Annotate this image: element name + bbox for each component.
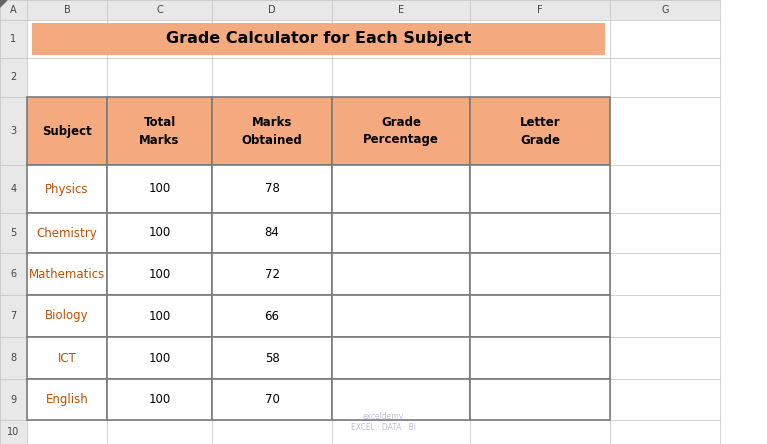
- Bar: [332, 295, 470, 337]
- Bar: [470, 213, 610, 253]
- Text: Grade
Percentage: Grade Percentage: [363, 115, 439, 147]
- Bar: [0, 253, 27, 295]
- Text: Total
Marks: Total Marks: [140, 115, 179, 147]
- Text: 10: 10: [8, 427, 20, 437]
- Bar: [27, 213, 107, 253]
- Text: Physics: Physics: [45, 182, 89, 195]
- Bar: [332, 213, 470, 253]
- Text: 100: 100: [148, 352, 170, 365]
- Text: 84: 84: [265, 226, 279, 239]
- Polygon shape: [0, 0, 7, 7]
- Text: D: D: [268, 5, 276, 15]
- Bar: [107, 379, 212, 420]
- Text: 1: 1: [11, 34, 17, 44]
- Bar: [212, 213, 332, 253]
- Text: Marks
Obtained: Marks Obtained: [242, 115, 302, 147]
- Bar: [470, 97, 610, 165]
- Text: 100: 100: [148, 182, 170, 195]
- Text: English: English: [45, 393, 88, 406]
- Bar: [212, 97, 332, 165]
- Text: 9: 9: [11, 395, 17, 404]
- Bar: [470, 253, 610, 295]
- Text: Mathematics: Mathematics: [29, 267, 105, 281]
- Bar: [0, 20, 27, 58]
- Bar: [212, 337, 332, 379]
- Bar: [332, 379, 470, 420]
- Bar: [0, 97, 27, 165]
- Bar: [32, 23, 605, 55]
- Text: 100: 100: [148, 267, 170, 281]
- Bar: [0, 337, 27, 379]
- Text: 3: 3: [11, 126, 17, 136]
- Text: 100: 100: [148, 226, 170, 239]
- Bar: [0, 420, 27, 444]
- Bar: [332, 165, 470, 213]
- Text: B: B: [64, 5, 71, 15]
- Bar: [107, 213, 212, 253]
- Text: 78: 78: [265, 182, 279, 195]
- Text: 72: 72: [265, 267, 279, 281]
- Bar: [470, 379, 610, 420]
- Bar: [0, 165, 27, 213]
- Bar: [27, 295, 107, 337]
- Text: 4: 4: [11, 184, 17, 194]
- Text: E: E: [398, 5, 404, 15]
- Bar: [212, 253, 332, 295]
- Bar: [107, 337, 212, 379]
- Bar: [470, 295, 610, 337]
- Bar: [332, 337, 470, 379]
- Text: 66: 66: [265, 309, 279, 322]
- Text: Chemistry: Chemistry: [37, 226, 97, 239]
- Bar: [0, 213, 27, 253]
- Text: 2: 2: [11, 72, 17, 83]
- Bar: [107, 97, 212, 165]
- Bar: [27, 97, 107, 165]
- Bar: [470, 337, 610, 379]
- Bar: [470, 165, 610, 213]
- Text: ICT: ICT: [58, 352, 77, 365]
- Bar: [27, 379, 107, 420]
- Text: 5: 5: [11, 228, 17, 238]
- Bar: [0, 379, 27, 420]
- Bar: [212, 295, 332, 337]
- Text: A: A: [10, 5, 17, 15]
- Text: Biology: Biology: [45, 309, 89, 322]
- Text: 7: 7: [11, 311, 17, 321]
- Bar: [0, 58, 27, 97]
- Bar: [107, 253, 212, 295]
- Text: 100: 100: [148, 309, 170, 322]
- Text: Letter
Grade: Letter Grade: [520, 115, 561, 147]
- Text: exceldemy
EXCEL · DATA · BI: exceldemy EXCEL · DATA · BI: [351, 412, 416, 432]
- Bar: [107, 295, 212, 337]
- Bar: [212, 379, 332, 420]
- Bar: [0, 295, 27, 337]
- Bar: [332, 97, 470, 165]
- Text: 8: 8: [11, 353, 17, 363]
- Bar: [27, 337, 107, 379]
- Text: Grade Calculator for Each Subject: Grade Calculator for Each Subject: [166, 32, 471, 47]
- Text: 58: 58: [265, 352, 279, 365]
- Text: 100: 100: [148, 393, 170, 406]
- Text: 70: 70: [265, 393, 279, 406]
- Text: G: G: [661, 5, 669, 15]
- Text: F: F: [537, 5, 543, 15]
- Bar: [107, 165, 212, 213]
- Bar: [212, 165, 332, 213]
- Bar: [332, 253, 470, 295]
- Text: C: C: [156, 5, 163, 15]
- Bar: [0, 0, 720, 20]
- Bar: [27, 253, 107, 295]
- Bar: [27, 165, 107, 213]
- Text: Subject: Subject: [42, 124, 92, 138]
- Text: 6: 6: [11, 269, 17, 279]
